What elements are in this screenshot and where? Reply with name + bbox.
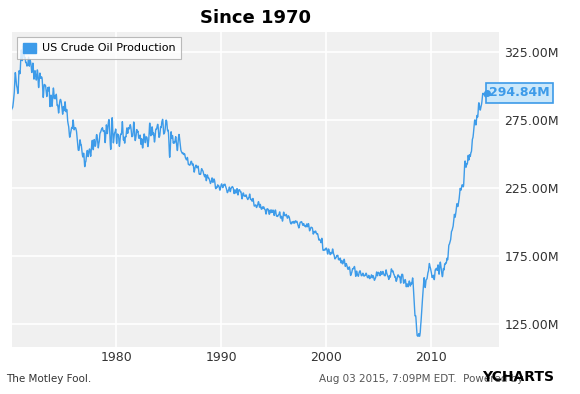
Text: The Motley Fool.: The Motley Fool. xyxy=(6,374,91,384)
Legend: US Crude Oil Production: US Crude Oil Production xyxy=(17,37,181,59)
Text: 294.84M: 294.84M xyxy=(489,86,549,99)
Title: Since 1970: Since 1970 xyxy=(200,9,311,27)
Text: Aug 03 2015, 7:09PM EDT.  Powered by: Aug 03 2015, 7:09PM EDT. Powered by xyxy=(319,374,523,384)
Text: YCHARTS: YCHARTS xyxy=(482,370,554,384)
